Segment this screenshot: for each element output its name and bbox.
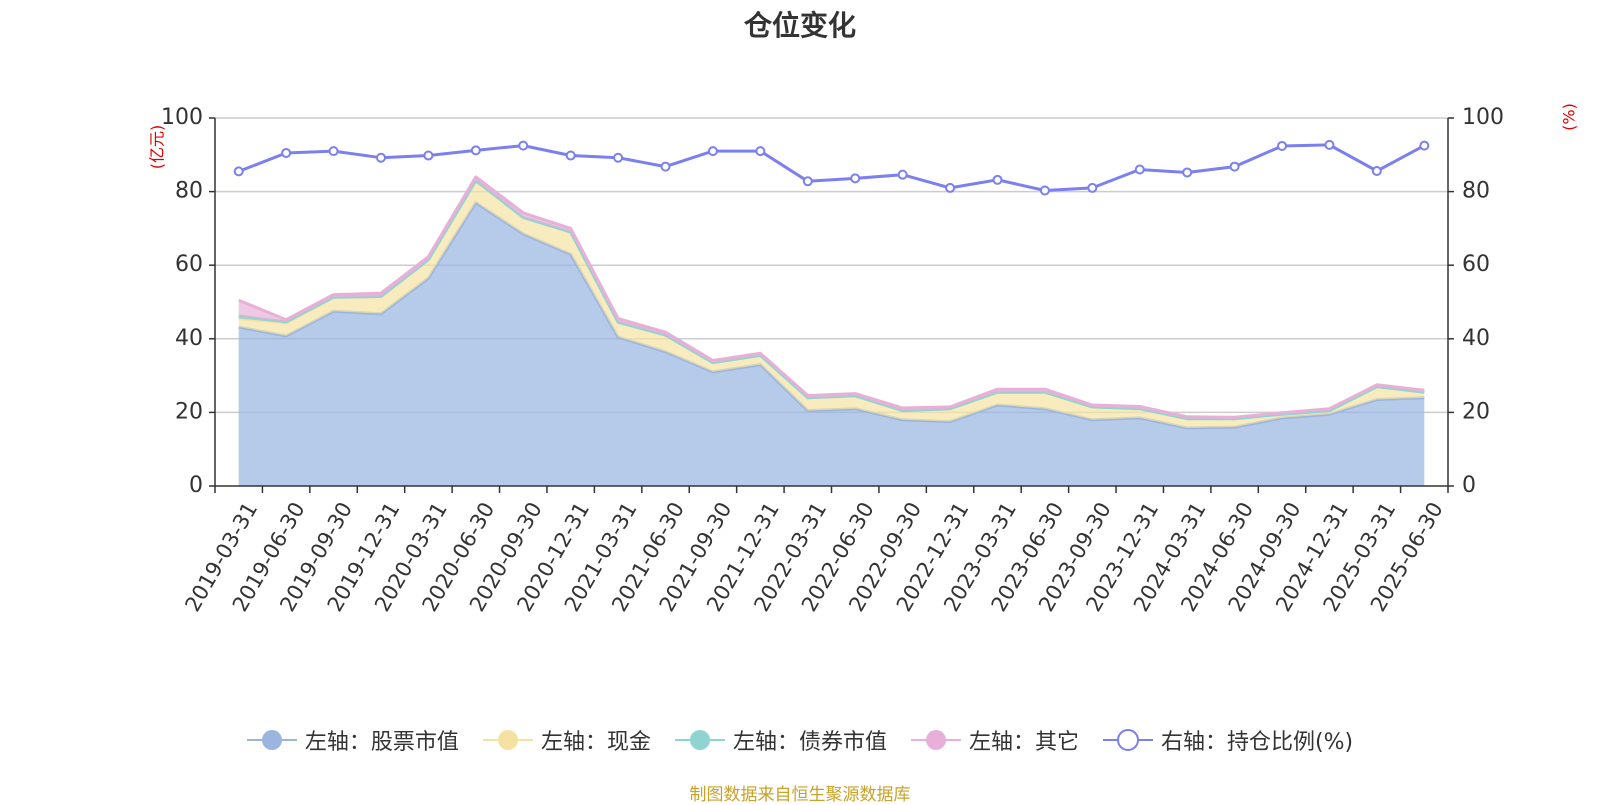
ratio-line [233, 139, 1430, 196]
chart-title: 仓位变化 [743, 9, 856, 42]
ratio-point [1277, 140, 1288, 151]
right-tick-label: 100 [1462, 105, 1504, 130]
right-axis-unit: (%) [1560, 103, 1579, 131]
ratio-point [1039, 185, 1050, 196]
ratio-point [281, 147, 292, 158]
ratio-point [945, 182, 956, 193]
legend-cash-icon [482, 730, 533, 750]
left-tick-label: 20 [175, 399, 203, 424]
left-tick-label: 40 [175, 326, 203, 351]
legend-label-ratio: 右轴：持仓比例(%) [1160, 730, 1354, 755]
legend-label-cash: 左轴：现金 [540, 730, 651, 755]
ratio-line-path [238, 143, 1426, 192]
ratio-point [1229, 161, 1240, 172]
area-stock [238, 202, 1425, 486]
legend-item-cash[interactable]: 左轴：现金 [482, 724, 651, 756]
right-tick-label: 60 [1462, 252, 1490, 277]
legend-item-bond[interactable]: 左轴：债券市值 [674, 724, 887, 756]
legend-item-other[interactable]: 左轴：其它 [910, 724, 1079, 756]
ratio-point [1324, 139, 1335, 150]
legend-bond-icon [674, 730, 725, 750]
source-note: 制图数据来自恒生聚源数据库 [689, 785, 911, 805]
legend-item-stock[interactable]: 左轴：股票市值 [246, 724, 459, 756]
right-tick-label: 20 [1462, 399, 1490, 424]
left-axis-unit: (亿元) [148, 125, 167, 170]
ratio-point [613, 152, 624, 163]
right-tick-label: 40 [1462, 326, 1490, 351]
ratio-point [897, 169, 908, 180]
left-tick-label: 60 [175, 252, 203, 277]
ratio-point [565, 150, 576, 161]
ratio-point [1182, 167, 1193, 178]
ratio-point [328, 146, 339, 157]
left-tick-label: 80 [175, 179, 203, 204]
legend-other-icon [910, 730, 961, 750]
ratio-point [423, 150, 434, 161]
legend-ratio-icon [1102, 729, 1153, 751]
legend-label-other: 左轴：其它 [968, 730, 1079, 755]
legend-stock-icon [246, 730, 297, 750]
legend-item-ratio[interactable]: 右轴：持仓比例(%) [1102, 724, 1354, 756]
legend-label-bond: 左轴：债券市值 [732, 730, 887, 755]
ratio-point [1419, 140, 1430, 151]
area-edge-other [238, 175, 1425, 419]
ratio-point [470, 145, 481, 156]
ratio-point [1371, 165, 1382, 176]
ratio-point [850, 173, 861, 184]
ratio-point [1087, 182, 1098, 193]
left-tick-label: 100 [161, 105, 203, 130]
ratio-point [233, 166, 244, 177]
ratio-point [518, 140, 529, 151]
stacked-areas [238, 175, 1425, 486]
ratio-point [1134, 164, 1145, 175]
legend-label-stock: 左轴：股票市值 [304, 730, 459, 755]
legend: 左轴：股票市值 左轴：现金 左轴：债券市值 左轴：其它 右轴：持仓比例(%) [0, 722, 1600, 758]
right-tick-label: 80 [1462, 179, 1490, 204]
ratio-point [802, 176, 813, 187]
ratio-point [660, 161, 671, 172]
ratio-point [707, 146, 718, 157]
ratio-point [375, 152, 386, 163]
left-tick-label: 0 [189, 473, 203, 498]
right-tick-label: 0 [1462, 473, 1476, 498]
ratio-point [755, 146, 766, 157]
ratio-point [992, 174, 1003, 185]
